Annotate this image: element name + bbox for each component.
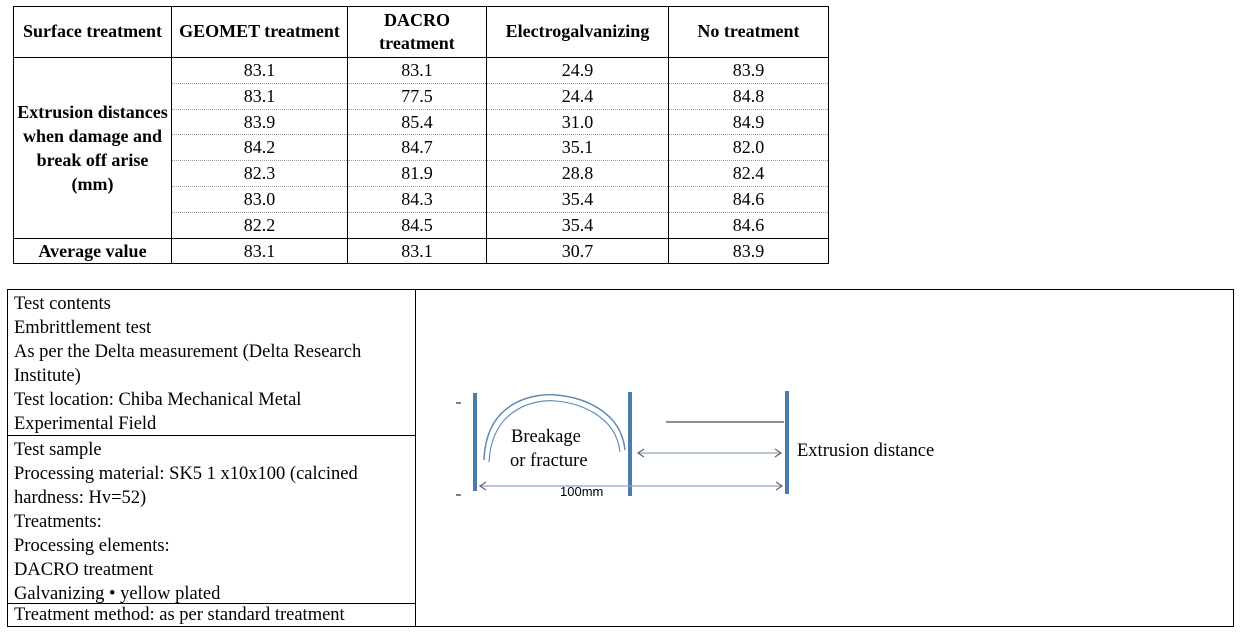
average-cell: 30.7: [486, 238, 669, 264]
span-label: 100mm: [560, 484, 604, 499]
cell: 84.9: [668, 108, 829, 136]
method-line: Treatment method: as per standard treatm…: [14, 605, 345, 625]
average-cell: 83.1: [171, 238, 348, 264]
cell: 83.1: [171, 56, 348, 84]
cell: 84.3: [347, 186, 487, 214]
test-info-box: Test contents Embrittlement test As per …: [7, 289, 1234, 627]
cell: 84.5: [347, 212, 487, 240]
cell: 83.9: [668, 56, 829, 84]
treatment-method-section: Treatment method: as per standard treatm…: [8, 604, 415, 626]
right-post: [785, 391, 789, 494]
cell: 81.9: [347, 160, 487, 188]
average-cell: 83.1: [347, 238, 487, 264]
breakage-label: Breakage: [511, 427, 581, 447]
cell: 85.4: [347, 108, 487, 136]
sample-line: Galvanizing • yellow plated: [14, 584, 221, 604]
extrusion-arrow-left-head: [636, 448, 645, 458]
sample-line: Processing elements:: [14, 536, 170, 556]
cell: 83.9: [171, 108, 348, 136]
table-row: 84.2 84.7 35.1 82.0: [14, 134, 829, 162]
cell: 24.4: [486, 82, 669, 110]
diagram-graphic: [456, 391, 789, 496]
contents-line: Institute): [14, 366, 81, 386]
sample-line: Test sample: [14, 440, 102, 460]
cell: 35.1: [486, 134, 669, 162]
row-header-extrusion: Extrusion distances when damage and brea…: [13, 56, 172, 240]
cell: 35.4: [486, 186, 669, 214]
cell: 82.0: [668, 134, 829, 162]
cell: 31.0: [486, 108, 669, 136]
cell: 28.8: [486, 160, 669, 188]
sample-line: hardness: Hv=52): [14, 488, 147, 508]
extrusion-arrow-right-head: [774, 448, 783, 458]
sample-line: Treatments:: [14, 512, 102, 532]
header-row: Surface treatment GEOMET treatment DACRO…: [13, 6, 829, 58]
header-no-treatment: No treatment: [668, 6, 829, 58]
average-cell: 83.9: [668, 238, 829, 264]
contents-line: Embrittlement test: [14, 318, 152, 338]
table-row: 83.9 85.4 31.0 84.9: [14, 108, 829, 136]
cell: 84.7: [347, 134, 487, 162]
test-info-text: Test contents Embrittlement test As per …: [8, 290, 416, 626]
bent-sample-arc-inner: [488, 400, 621, 463]
contents-line: Test location: Chiba Mechanical Metal: [14, 390, 302, 410]
average-row: Average value 83.1 83.1 30.7 83.9: [13, 238, 829, 264]
header-surface-treatment: Surface treatment: [13, 6, 172, 58]
cell: 83.0: [171, 186, 348, 214]
cell: 84.6: [668, 186, 829, 214]
table-row: 83.1 77.5 24.4 84.8: [14, 82, 829, 110]
middle-post: [628, 392, 632, 496]
header-dacro: DACRO treatment: [347, 6, 487, 58]
cell: 24.9: [486, 56, 669, 84]
cell: 82.3: [171, 160, 348, 188]
contents-line: Test contents: [14, 294, 111, 314]
contents-line: Experimental Field: [14, 414, 157, 434]
table-row: 82.3 81.9 28.8 82.4: [14, 160, 829, 188]
test-sample-section: Test sample Processing material: SK5 1 x…: [8, 436, 415, 604]
extrusion-diagram: Breakage or fracture 100mm Extrusion dis…: [416, 290, 1233, 626]
left-post: [473, 393, 477, 491]
cell: 84.2: [171, 134, 348, 162]
contents-line: As per the Delta measurement (Delta Rese…: [14, 342, 362, 362]
cell: 82.2: [171, 212, 348, 240]
span-arrow-right-head: [775, 481, 784, 491]
cell: 35.4: [486, 212, 669, 240]
table-row: 82.2 84.5 35.4 84.6: [14, 212, 829, 240]
cell: 83.1: [347, 56, 487, 84]
table-row: Extrusion distances when damage and brea…: [13, 56, 829, 240]
sample-line: DACRO treatment: [14, 560, 154, 580]
bent-sample-arc: [483, 394, 626, 461]
span-arrow-left-head: [478, 481, 487, 491]
average-label: Average value: [13, 238, 172, 264]
results-table: Surface treatment GEOMET treatment DACRO…: [13, 6, 829, 264]
extrusion-distance-label: Extrusion distance: [797, 441, 935, 461]
cell: 82.4: [668, 160, 829, 188]
cell: 84.6: [668, 212, 829, 240]
cell: 84.8: [668, 82, 829, 110]
header-geomet: GEOMET treatment: [171, 6, 348, 58]
header-electrogalvanizing: Electrogalvanizing: [486, 6, 669, 58]
sample-line: Processing material: SK5 1 x10x100 (calc…: [14, 464, 358, 484]
cell: 83.1: [171, 82, 348, 110]
table-row: 83.0 84.3 35.4 84.6: [14, 186, 829, 214]
cell: 77.5: [347, 82, 487, 110]
test-contents-section: Test contents Embrittlement test As per …: [8, 290, 415, 436]
fracture-label: or fracture: [510, 451, 588, 471]
